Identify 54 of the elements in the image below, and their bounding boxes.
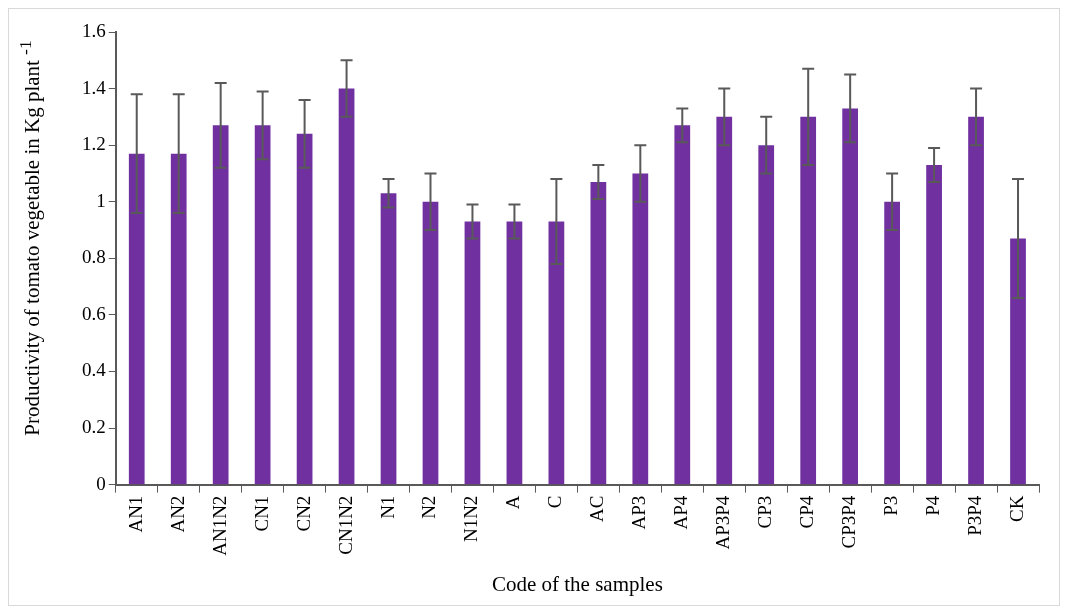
bar	[506, 221, 523, 485]
x-tick-label: CP3P4	[838, 495, 860, 549]
x-tick-label: C	[544, 495, 566, 509]
y-tick-label: 1.4	[82, 76, 107, 98]
bar	[548, 221, 565, 485]
y-tick-label: 1.2	[82, 133, 106, 155]
x-tick-label: CP4	[796, 495, 818, 529]
y-tick-label: 0.4	[82, 359, 107, 381]
bar	[128, 153, 145, 485]
x-tick-label: N1	[376, 495, 398, 519]
x-tick-label: CN1	[250, 495, 272, 532]
bar	[170, 153, 187, 485]
x-tick-label: AC	[586, 495, 608, 523]
x-tick-label: AN1	[124, 495, 146, 533]
x-tick-label: P3	[880, 495, 902, 516]
x-tick-label: P3P4	[964, 495, 986, 536]
x-tick-label: AP3P4	[712, 495, 734, 550]
x-tick-label: AP4	[670, 495, 692, 530]
bar	[758, 145, 775, 485]
y-tick-label: 0.8	[82, 246, 106, 268]
bar	[842, 108, 859, 485]
x-tick-label: AP3	[628, 495, 650, 530]
y-tick-label: 0.6	[82, 302, 106, 324]
bar	[1010, 238, 1026, 485]
x-tick-label: CK	[1006, 495, 1027, 523]
y-tick-label: 0.2	[82, 416, 106, 438]
bar	[422, 201, 439, 485]
bar	[716, 116, 733, 485]
bar	[800, 116, 817, 485]
bar	[380, 193, 397, 485]
bar	[884, 201, 900, 485]
bar	[296, 133, 313, 485]
y-tick-label: 0	[96, 472, 106, 494]
bar	[632, 173, 649, 485]
bar	[338, 88, 355, 485]
bar	[254, 125, 271, 485]
bar	[926, 164, 942, 485]
x-tick-label: CP3	[754, 495, 776, 529]
x-tick-label: CN2	[292, 495, 314, 532]
x-tick-label: A	[502, 495, 524, 510]
x-tick-label: CN1N2	[334, 495, 356, 555]
bar	[968, 116, 984, 485]
bar	[674, 125, 691, 485]
bar	[590, 181, 607, 485]
x-tick-label: N2	[418, 495, 440, 519]
bar	[464, 221, 481, 485]
x-tick-label: AN2	[166, 495, 188, 533]
y-tick-label: 1.6	[82, 19, 106, 41]
x-tick-label: P4	[922, 495, 944, 516]
y-tick-label: 1	[96, 189, 106, 211]
x-tick-label: N1N2	[460, 495, 482, 543]
x-tick-label: AN1N2	[208, 495, 230, 556]
x-axis-title: Code of the samples	[491, 571, 663, 596]
bar	[212, 125, 229, 485]
